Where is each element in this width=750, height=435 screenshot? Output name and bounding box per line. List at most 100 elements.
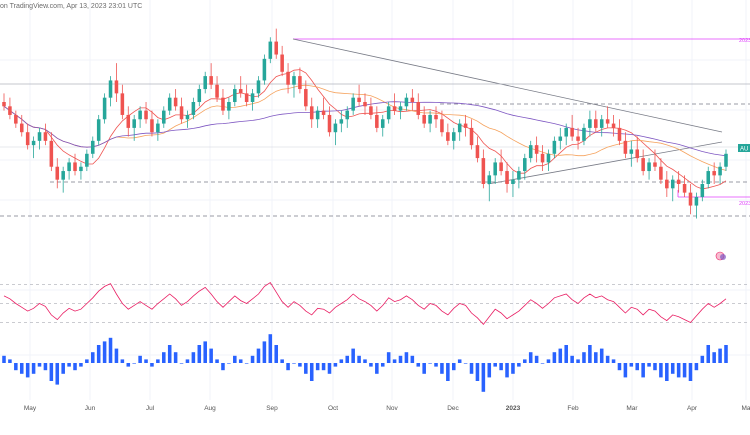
candle[interactable]: [706, 166, 711, 189]
candle[interactable]: [132, 114, 136, 141]
candle[interactable]: [215, 76, 219, 102]
candle[interactable]: [682, 175, 687, 197]
candle[interactable]: [594, 110, 598, 133]
candle[interactable]: [67, 158, 71, 180]
candle[interactable]: [375, 106, 379, 133]
candle[interactable]: [197, 84, 202, 107]
candle[interactable]: [304, 80, 308, 111]
candle[interactable]: [611, 114, 616, 137]
candle[interactable]: [369, 97, 373, 120]
candle[interactable]: [233, 84, 237, 107]
candle[interactable]: [416, 93, 421, 120]
candle[interactable]: [37, 127, 42, 150]
candle[interactable]: [244, 84, 249, 107]
candle[interactable]: [227, 97, 231, 120]
candle[interactable]: [617, 119, 622, 146]
candle[interactable]: [209, 63, 213, 90]
candle[interactable]: [588, 110, 592, 137]
candle[interactable]: [25, 123, 30, 150]
candle[interactable]: [694, 192, 699, 219]
candles-layer[interactable]: [2, 28, 728, 219]
candle[interactable]: [540, 145, 545, 172]
candle[interactable]: [357, 84, 361, 107]
candle[interactable]: [599, 114, 604, 137]
candle[interactable]: [676, 171, 681, 193]
candle[interactable]: [31, 136, 36, 159]
candle[interactable]: [398, 102, 403, 120]
candle[interactable]: [475, 136, 480, 163]
candle[interactable]: [79, 162, 83, 180]
candle[interactable]: [605, 106, 610, 128]
candle[interactable]: [120, 84, 125, 120]
candle[interactable]: [173, 89, 178, 111]
candle[interactable]: [469, 119, 474, 150]
candle[interactable]: [457, 119, 462, 141]
candle[interactable]: [345, 106, 350, 128]
candle[interactable]: [250, 89, 255, 111]
candle[interactable]: [90, 136, 95, 159]
candle[interactable]: [185, 110, 190, 128]
candle[interactable]: [463, 114, 468, 137]
candle[interactable]: [85, 149, 89, 172]
alert-icon[interactable]: [715, 251, 726, 261]
candle[interactable]: [493, 158, 497, 184]
candle[interactable]: [43, 123, 48, 146]
candle[interactable]: [499, 149, 503, 176]
candle[interactable]: [221, 89, 225, 115]
candle[interactable]: [162, 106, 166, 128]
candle[interactable]: [114, 63, 119, 102]
candle[interactable]: [179, 97, 184, 124]
candle[interactable]: [55, 158, 60, 189]
candle[interactable]: [528, 140, 533, 163]
candle[interactable]: [641, 149, 645, 176]
candle[interactable]: [339, 110, 344, 133]
candle[interactable]: [380, 114, 385, 137]
candle[interactable]: [451, 127, 456, 150]
candle[interactable]: [635, 136, 640, 163]
candle[interactable]: [61, 166, 65, 193]
candle[interactable]: [511, 171, 515, 197]
candle[interactable]: [700, 179, 705, 202]
candle[interactable]: [570, 114, 574, 141]
candle[interactable]: [629, 140, 634, 167]
candle[interactable]: [298, 67, 302, 94]
candle[interactable]: [582, 123, 586, 146]
candle[interactable]: [256, 76, 261, 98]
candle[interactable]: [309, 97, 314, 128]
candle[interactable]: [327, 106, 332, 137]
candle[interactable]: [238, 76, 243, 98]
candle[interactable]: [363, 93, 367, 115]
candle[interactable]: [718, 162, 722, 184]
candle[interactable]: [191, 97, 196, 120]
candle[interactable]: [481, 149, 486, 189]
candle[interactable]: [534, 136, 539, 163]
candle[interactable]: [286, 63, 290, 94]
candle[interactable]: [659, 158, 663, 184]
candle[interactable]: [19, 114, 24, 137]
candle[interactable]: [576, 127, 580, 150]
candle[interactable]: [392, 93, 397, 115]
candle[interactable]: [333, 119, 338, 146]
candle[interactable]: [487, 171, 492, 202]
candle[interactable]: [292, 71, 296, 98]
candle[interactable]: [505, 162, 509, 193]
candle[interactable]: [404, 93, 409, 111]
candle[interactable]: [523, 153, 527, 180]
candle[interactable]: [138, 106, 142, 128]
candle[interactable]: [558, 127, 563, 150]
candle[interactable]: [156, 119, 160, 141]
candle[interactable]: [724, 149, 728, 172]
candle[interactable]: [315, 106, 320, 128]
candle[interactable]: [268, 37, 273, 64]
candle[interactable]: [262, 54, 267, 85]
candle[interactable]: [321, 97, 326, 120]
candle[interactable]: [564, 123, 568, 146]
candle[interactable]: [428, 110, 432, 133]
candle[interactable]: [552, 136, 557, 159]
candle[interactable]: [274, 28, 279, 59]
candle[interactable]: [126, 106, 131, 137]
candle[interactable]: [434, 106, 438, 128]
candle[interactable]: [108, 76, 113, 107]
candle[interactable]: [647, 158, 651, 180]
